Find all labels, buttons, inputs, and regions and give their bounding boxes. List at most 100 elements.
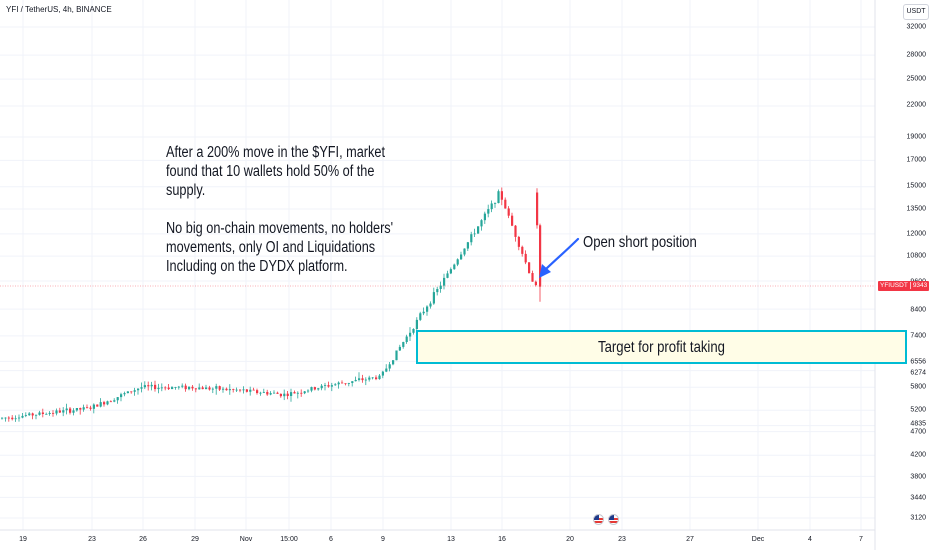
price-tick: 22000 [906, 101, 926, 109]
candle-body [79, 408, 82, 410]
candle-body [337, 382, 340, 385]
us-flag-event-icon[interactable] [593, 514, 604, 525]
candle-body [388, 364, 391, 369]
price-tick: 4835 [910, 420, 926, 428]
candle-body [171, 387, 174, 390]
candle-body [385, 368, 388, 372]
price-tick: 13500 [906, 205, 926, 213]
candle-body [283, 393, 286, 397]
candle-body [106, 401, 109, 405]
candle-body [296, 392, 299, 394]
candle-body [208, 387, 211, 390]
candle-body [494, 203, 497, 204]
candle-body [45, 413, 48, 415]
candle-body [198, 387, 201, 390]
time-tick: 27 [686, 536, 694, 543]
candle-body [456, 259, 459, 265]
candle-body [262, 391, 265, 393]
price-tick: 6274 [910, 369, 926, 377]
candle-body [28, 413, 31, 416]
short-position-callout[interactable]: Open short position [583, 234, 697, 251]
candle-body [422, 311, 425, 314]
price-tick: 3120 [910, 514, 926, 522]
candle-body [228, 389, 231, 391]
candle-body [116, 397, 119, 401]
candle-body [293, 392, 296, 394]
candle-body [375, 377, 378, 380]
analysis-note[interactable]: After a 200% move in the $YFI, market fo… [166, 143, 412, 276]
candle-body [470, 234, 473, 243]
currency-button[interactable]: USDT [903, 4, 929, 20]
profit-target-label: Target for profit taking [598, 339, 725, 356]
candle-body [487, 209, 490, 214]
candle-body [429, 303, 432, 307]
candle-body [528, 262, 531, 274]
candle-body [405, 336, 408, 343]
profit-target-zone[interactable]: Target for profit taking [416, 330, 907, 364]
candle-body [1, 417, 4, 419]
candle-body [103, 402, 106, 405]
symbol-title[interactable]: YFI / TetherUS, 4h, BINANCE [6, 5, 112, 14]
time-tick: 26 [139, 536, 147, 543]
candle-body [147, 385, 150, 387]
candle-body [150, 384, 153, 387]
candle-body [55, 410, 58, 414]
time-tick: Nov [239, 536, 253, 543]
candle-body [201, 387, 204, 390]
candle-body [75, 408, 78, 411]
candle-body [300, 392, 303, 394]
chart-grid [0, 0, 875, 530]
candle-body [334, 384, 337, 386]
candle-body [511, 215, 514, 226]
candle-body [21, 415, 24, 418]
candle-body [164, 387, 167, 389]
candle-body [31, 413, 34, 416]
price-tick: 4700 [910, 428, 926, 436]
time-tick: 23 [88, 536, 96, 543]
candle-body [48, 412, 51, 414]
candle-body [439, 285, 442, 289]
candle-body [392, 360, 395, 365]
price-tick: 4200 [910, 451, 926, 459]
candle-body [99, 402, 102, 407]
candle-body [140, 387, 143, 389]
candle-body [402, 342, 405, 347]
candle-body [269, 393, 272, 395]
candle-body [409, 332, 412, 337]
candle-body [14, 418, 17, 420]
candle-body [123, 393, 126, 395]
price-tick: 3440 [910, 494, 926, 502]
candle-body [347, 382, 350, 384]
candle-body [52, 412, 55, 414]
candle-body [38, 412, 41, 415]
candle-body [307, 390, 310, 392]
candle-body [313, 387, 316, 390]
candle-body [436, 288, 439, 293]
time-tick: 23 [618, 536, 626, 543]
candle-body [218, 386, 221, 390]
current-price-symbol: YFIUSDT [880, 282, 908, 289]
price-tick: 32000 [906, 23, 926, 31]
candle-body [137, 388, 140, 391]
candle-body [480, 220, 483, 227]
candle-body [453, 264, 456, 270]
time-tick: 13 [447, 536, 455, 543]
candle-body [368, 377, 371, 380]
candle-body [211, 388, 214, 390]
candle-body [184, 385, 187, 390]
us-flag-event-icon[interactable] [608, 514, 619, 525]
candle-body [273, 392, 276, 394]
time-tick: 19 [19, 536, 27, 543]
time-tick: 4 [808, 536, 812, 543]
time-tick: 6 [329, 536, 333, 543]
price-tick: 17000 [906, 156, 926, 164]
candle-body [86, 407, 89, 409]
candle-body [364, 379, 367, 381]
candle-body [232, 389, 235, 390]
candle-body [92, 404, 95, 409]
candle-body [490, 203, 493, 210]
candle-body [521, 246, 524, 254]
candle-body [259, 392, 262, 394]
candle-body [120, 394, 123, 398]
